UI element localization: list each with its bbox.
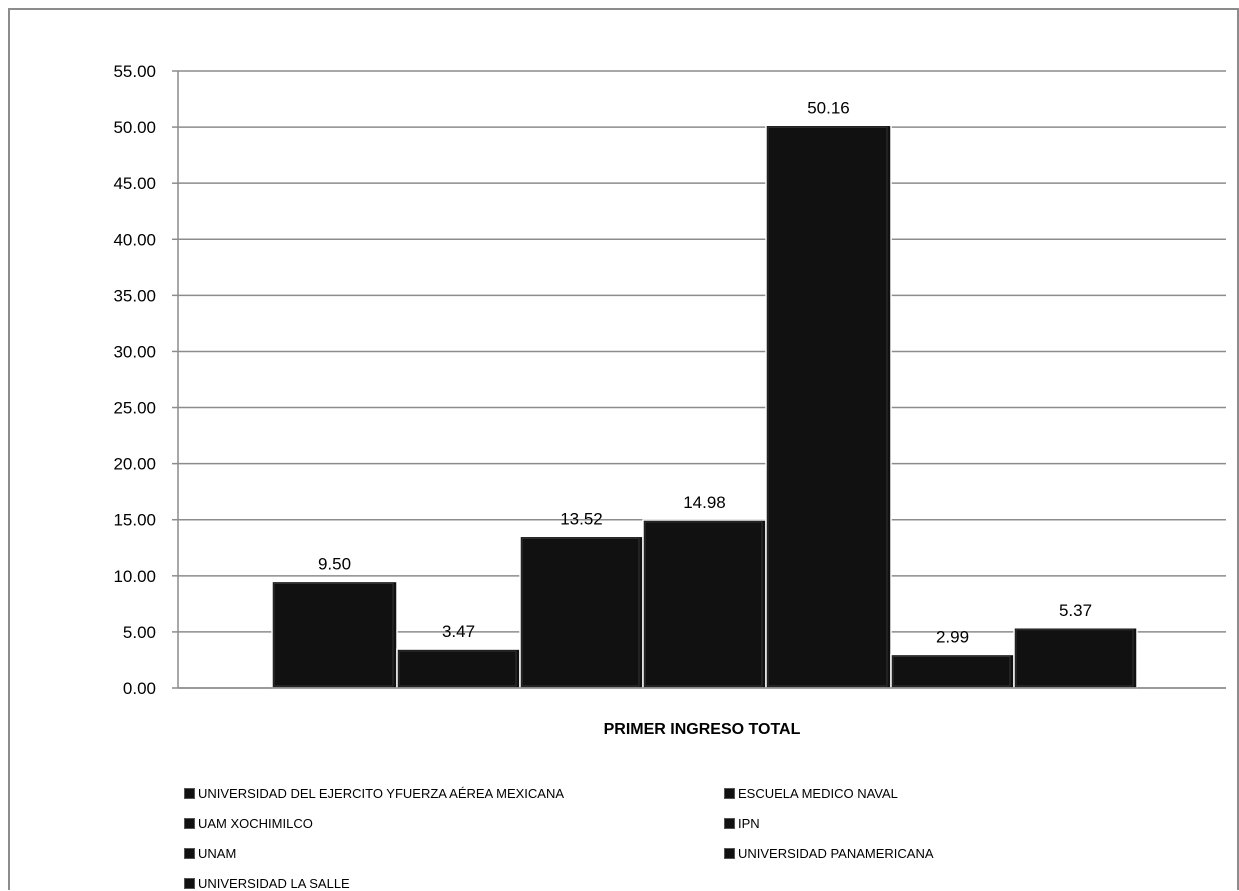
legend-label: UAM XOCHIMILCO	[198, 816, 313, 831]
legend-swatch	[724, 818, 735, 829]
bar	[519, 535, 644, 689]
legend-swatch	[184, 788, 195, 799]
bar-inner-edge	[1015, 629, 1134, 687]
legend-swatch	[184, 848, 195, 859]
legend-item: UNIVERSIDAD LA SALLE	[184, 876, 350, 891]
legend-item: UNIVERSIDAD PANAMERICANA	[724, 846, 934, 861]
bar	[642, 519, 767, 689]
legend-item: IPN	[724, 816, 760, 831]
legend-item: UNIVERSIDAD DEL EJERCITO YFUERZA AÉREA M…	[184, 786, 564, 801]
y-tick-label: 55.00	[113, 62, 156, 81]
legend-label: UNIVERSIDAD DEL EJERCITO YFUERZA AÉREA M…	[198, 786, 565, 801]
chart-frame	[8, 8, 1239, 890]
legend-swatch	[724, 788, 735, 799]
bar-inner-edge	[644, 521, 763, 687]
bar-inner-edge	[521, 537, 640, 687]
bar	[890, 653, 1015, 689]
bar	[765, 124, 892, 689]
data-label: 14.98	[683, 493, 726, 512]
y-tick-label: 15.00	[113, 511, 156, 530]
legend-label: IPN	[738, 816, 760, 831]
y-tick-label: 50.00	[113, 118, 156, 137]
y-tick-label: 45.00	[113, 174, 156, 193]
legend-item: ESCUELA MEDICO NAVAL	[724, 786, 898, 801]
legend-item: UNAM	[184, 846, 236, 861]
bar	[1013, 627, 1138, 689]
data-label: 5.37	[1059, 601, 1092, 620]
data-label: 50.16	[807, 98, 850, 117]
data-label: 2.99	[936, 627, 969, 646]
legend-swatch	[184, 818, 195, 829]
data-label: 3.47	[442, 622, 475, 641]
data-label: 9.50	[318, 554, 351, 573]
bar	[396, 648, 521, 689]
legend-label: UNIVERSIDAD LA SALLE	[198, 876, 350, 891]
y-tick-label: 5.00	[123, 623, 156, 642]
bar-inner-edge	[767, 126, 888, 687]
bar-inner-edge	[273, 582, 394, 687]
legend-swatch	[184, 878, 195, 889]
y-tick-label: 30.00	[113, 342, 156, 361]
legend-swatch	[724, 848, 735, 859]
x-axis-label: PRIMER INGRESO TOTAL	[604, 721, 801, 738]
data-label: 13.52	[560, 509, 603, 528]
legend-label: UNAM	[198, 846, 237, 861]
y-tick-label: 0.00	[123, 679, 156, 698]
y-tick-label: 25.00	[113, 399, 156, 418]
legend-item: UAM XOCHIMILCO	[184, 816, 313, 831]
legend-label: ESCUELA MEDICO NAVAL	[738, 786, 898, 801]
legend-label: UNIVERSIDAD PANAMERICANA	[738, 846, 934, 861]
y-tick-label: 40.00	[113, 230, 156, 249]
bar-inner-edge	[892, 655, 1011, 687]
bar	[271, 580, 398, 689]
y-tick-label: 20.00	[113, 455, 156, 474]
bar-inner-edge	[398, 650, 517, 687]
y-tick-label: 10.00	[113, 567, 156, 586]
y-tick-label: 35.00	[113, 286, 156, 305]
